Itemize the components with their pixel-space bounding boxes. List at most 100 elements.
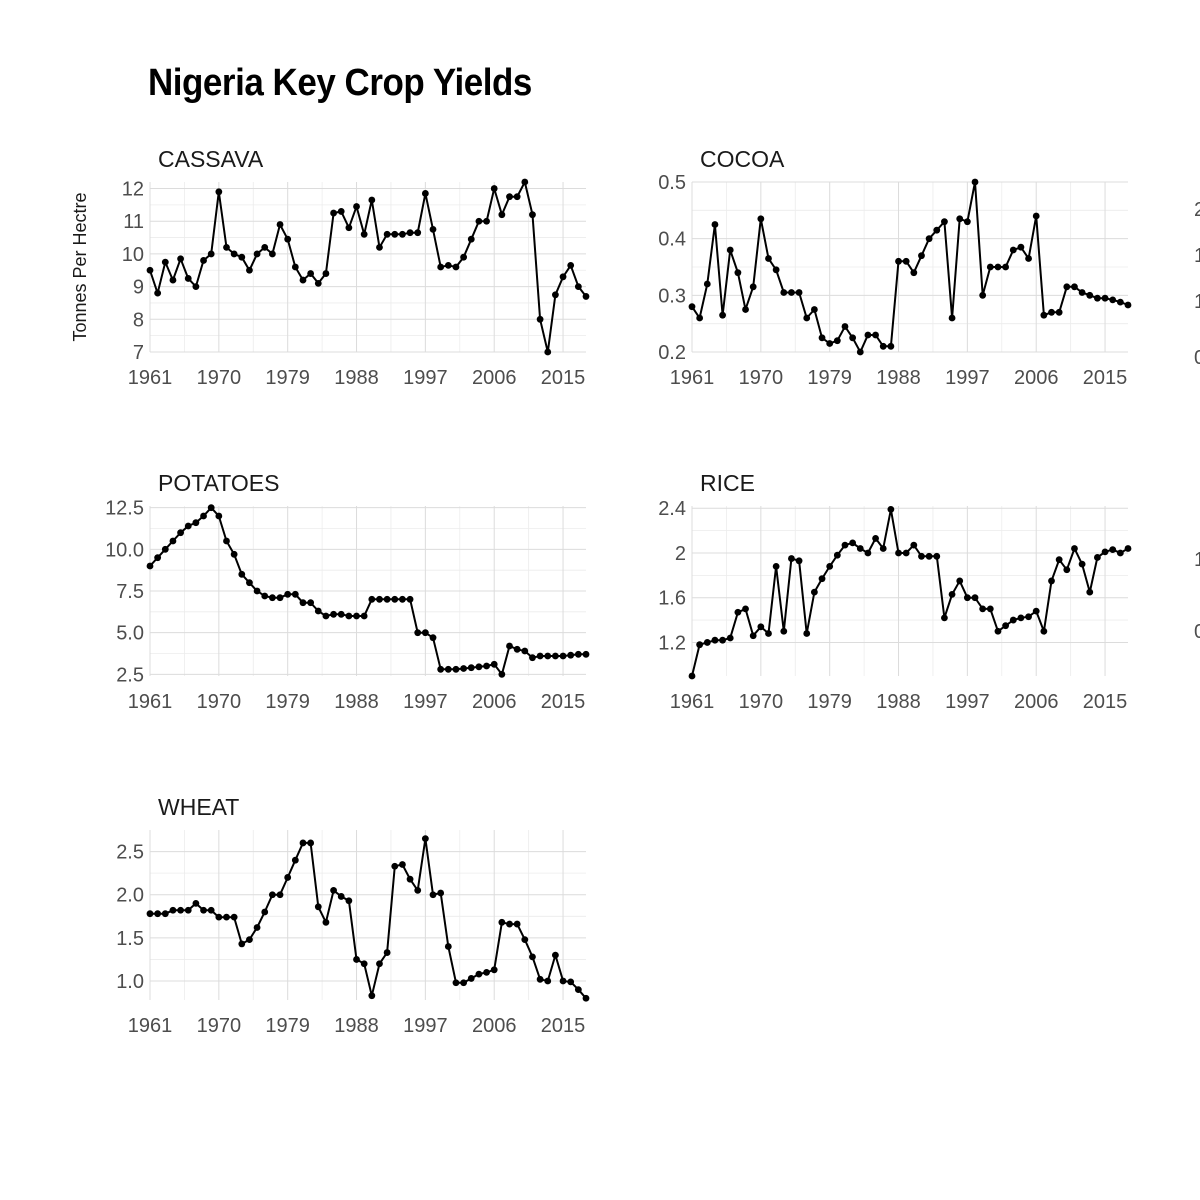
data-point bbox=[788, 289, 795, 296]
x-tick-label: 1979 bbox=[265, 367, 310, 389]
panel-title: POTATOES bbox=[158, 470, 279, 496]
data-point bbox=[986, 605, 994, 613]
x-tick-label: 1970 bbox=[739, 691, 784, 713]
x-tick-label: 1961 bbox=[670, 691, 715, 713]
data-point bbox=[544, 652, 552, 660]
data-point bbox=[910, 541, 918, 549]
data-point bbox=[513, 645, 521, 653]
data-point bbox=[360, 612, 368, 620]
panel-title: RICE bbox=[700, 470, 755, 496]
cropped-tick-label: 1 bbox=[1194, 291, 1200, 313]
x-tick-label: 1961 bbox=[670, 367, 715, 389]
data-point bbox=[703, 639, 711, 646]
x-tick-label: 1970 bbox=[197, 691, 242, 713]
data-point bbox=[421, 629, 429, 637]
data-point bbox=[161, 545, 169, 553]
data-point bbox=[314, 279, 322, 287]
data-point bbox=[322, 612, 330, 620]
data-point bbox=[391, 595, 399, 603]
data-point bbox=[337, 208, 345, 215]
data-point bbox=[1086, 588, 1094, 596]
x-tick-label: 1988 bbox=[876, 367, 921, 389]
data-point bbox=[345, 224, 353, 232]
data-point bbox=[833, 551, 841, 559]
data-point bbox=[1124, 545, 1132, 552]
data-point bbox=[161, 910, 169, 918]
data-point bbox=[330, 610, 337, 618]
data-point bbox=[238, 570, 246, 578]
data-point bbox=[330, 209, 337, 217]
data-point bbox=[238, 253, 246, 261]
data-point bbox=[879, 342, 887, 350]
data-point bbox=[246, 579, 253, 587]
panel-title: WHEAT bbox=[158, 794, 239, 820]
data-point bbox=[529, 654, 536, 662]
data-point bbox=[223, 913, 230, 921]
data-point bbox=[994, 263, 1002, 271]
data-point bbox=[582, 293, 590, 300]
data-point bbox=[1071, 545, 1078, 552]
y-tick-label: 1.0 bbox=[116, 971, 144, 993]
data-point bbox=[200, 512, 207, 520]
data-point bbox=[291, 856, 299, 864]
y-tick-label: 0.2 bbox=[658, 342, 686, 364]
data-point bbox=[322, 918, 330, 926]
data-point bbox=[460, 253, 468, 261]
data-point bbox=[1101, 294, 1109, 302]
data-point bbox=[879, 545, 887, 552]
data-point bbox=[818, 334, 826, 342]
series-line-wheat bbox=[150, 838, 587, 999]
x-tick-label: 1979 bbox=[807, 367, 852, 389]
data-point bbox=[452, 263, 460, 271]
data-point bbox=[521, 936, 529, 943]
x-tick-label: 2006 bbox=[1014, 367, 1059, 389]
data-point bbox=[429, 226, 437, 233]
data-point bbox=[192, 899, 200, 907]
data-point bbox=[918, 252, 925, 260]
data-point bbox=[521, 178, 529, 186]
data-point bbox=[268, 891, 276, 899]
y-tick-label: 2 bbox=[675, 543, 686, 565]
data-point bbox=[230, 550, 238, 558]
data-point bbox=[161, 258, 169, 266]
data-point bbox=[726, 634, 734, 642]
data-point bbox=[765, 630, 772, 637]
data-point bbox=[253, 924, 261, 931]
data-point bbox=[406, 229, 414, 237]
data-point bbox=[230, 250, 238, 258]
data-point bbox=[1009, 246, 1017, 254]
data-point bbox=[864, 331, 872, 339]
data-point bbox=[154, 554, 162, 562]
data-point bbox=[941, 218, 948, 226]
data-point bbox=[719, 311, 726, 319]
x-tick-label: 1961 bbox=[128, 367, 173, 389]
x-tick-label: 1970 bbox=[197, 367, 242, 389]
data-point bbox=[399, 861, 406, 868]
data-point bbox=[230, 913, 238, 921]
data-point bbox=[1124, 301, 1132, 309]
data-point bbox=[200, 257, 207, 264]
data-point bbox=[192, 519, 200, 527]
data-point bbox=[337, 893, 345, 900]
data-point bbox=[711, 221, 719, 228]
data-point bbox=[383, 949, 391, 956]
x-tick-label: 1979 bbox=[807, 691, 852, 713]
data-point bbox=[765, 255, 772, 262]
data-point bbox=[383, 595, 391, 603]
data-point bbox=[933, 552, 941, 560]
data-point bbox=[475, 970, 483, 978]
data-point bbox=[498, 211, 506, 219]
data-point bbox=[467, 664, 475, 672]
x-tick-label: 1988 bbox=[334, 691, 379, 713]
data-point bbox=[376, 595, 383, 603]
data-point bbox=[399, 595, 406, 603]
data-point bbox=[529, 211, 536, 219]
data-point bbox=[414, 229, 422, 237]
data-point bbox=[444, 943, 452, 950]
data-point bbox=[307, 599, 315, 607]
x-tick-label: 2006 bbox=[472, 691, 517, 713]
data-point bbox=[552, 291, 559, 299]
data-point bbox=[376, 243, 383, 251]
data-point bbox=[742, 605, 749, 613]
data-point bbox=[452, 665, 460, 673]
